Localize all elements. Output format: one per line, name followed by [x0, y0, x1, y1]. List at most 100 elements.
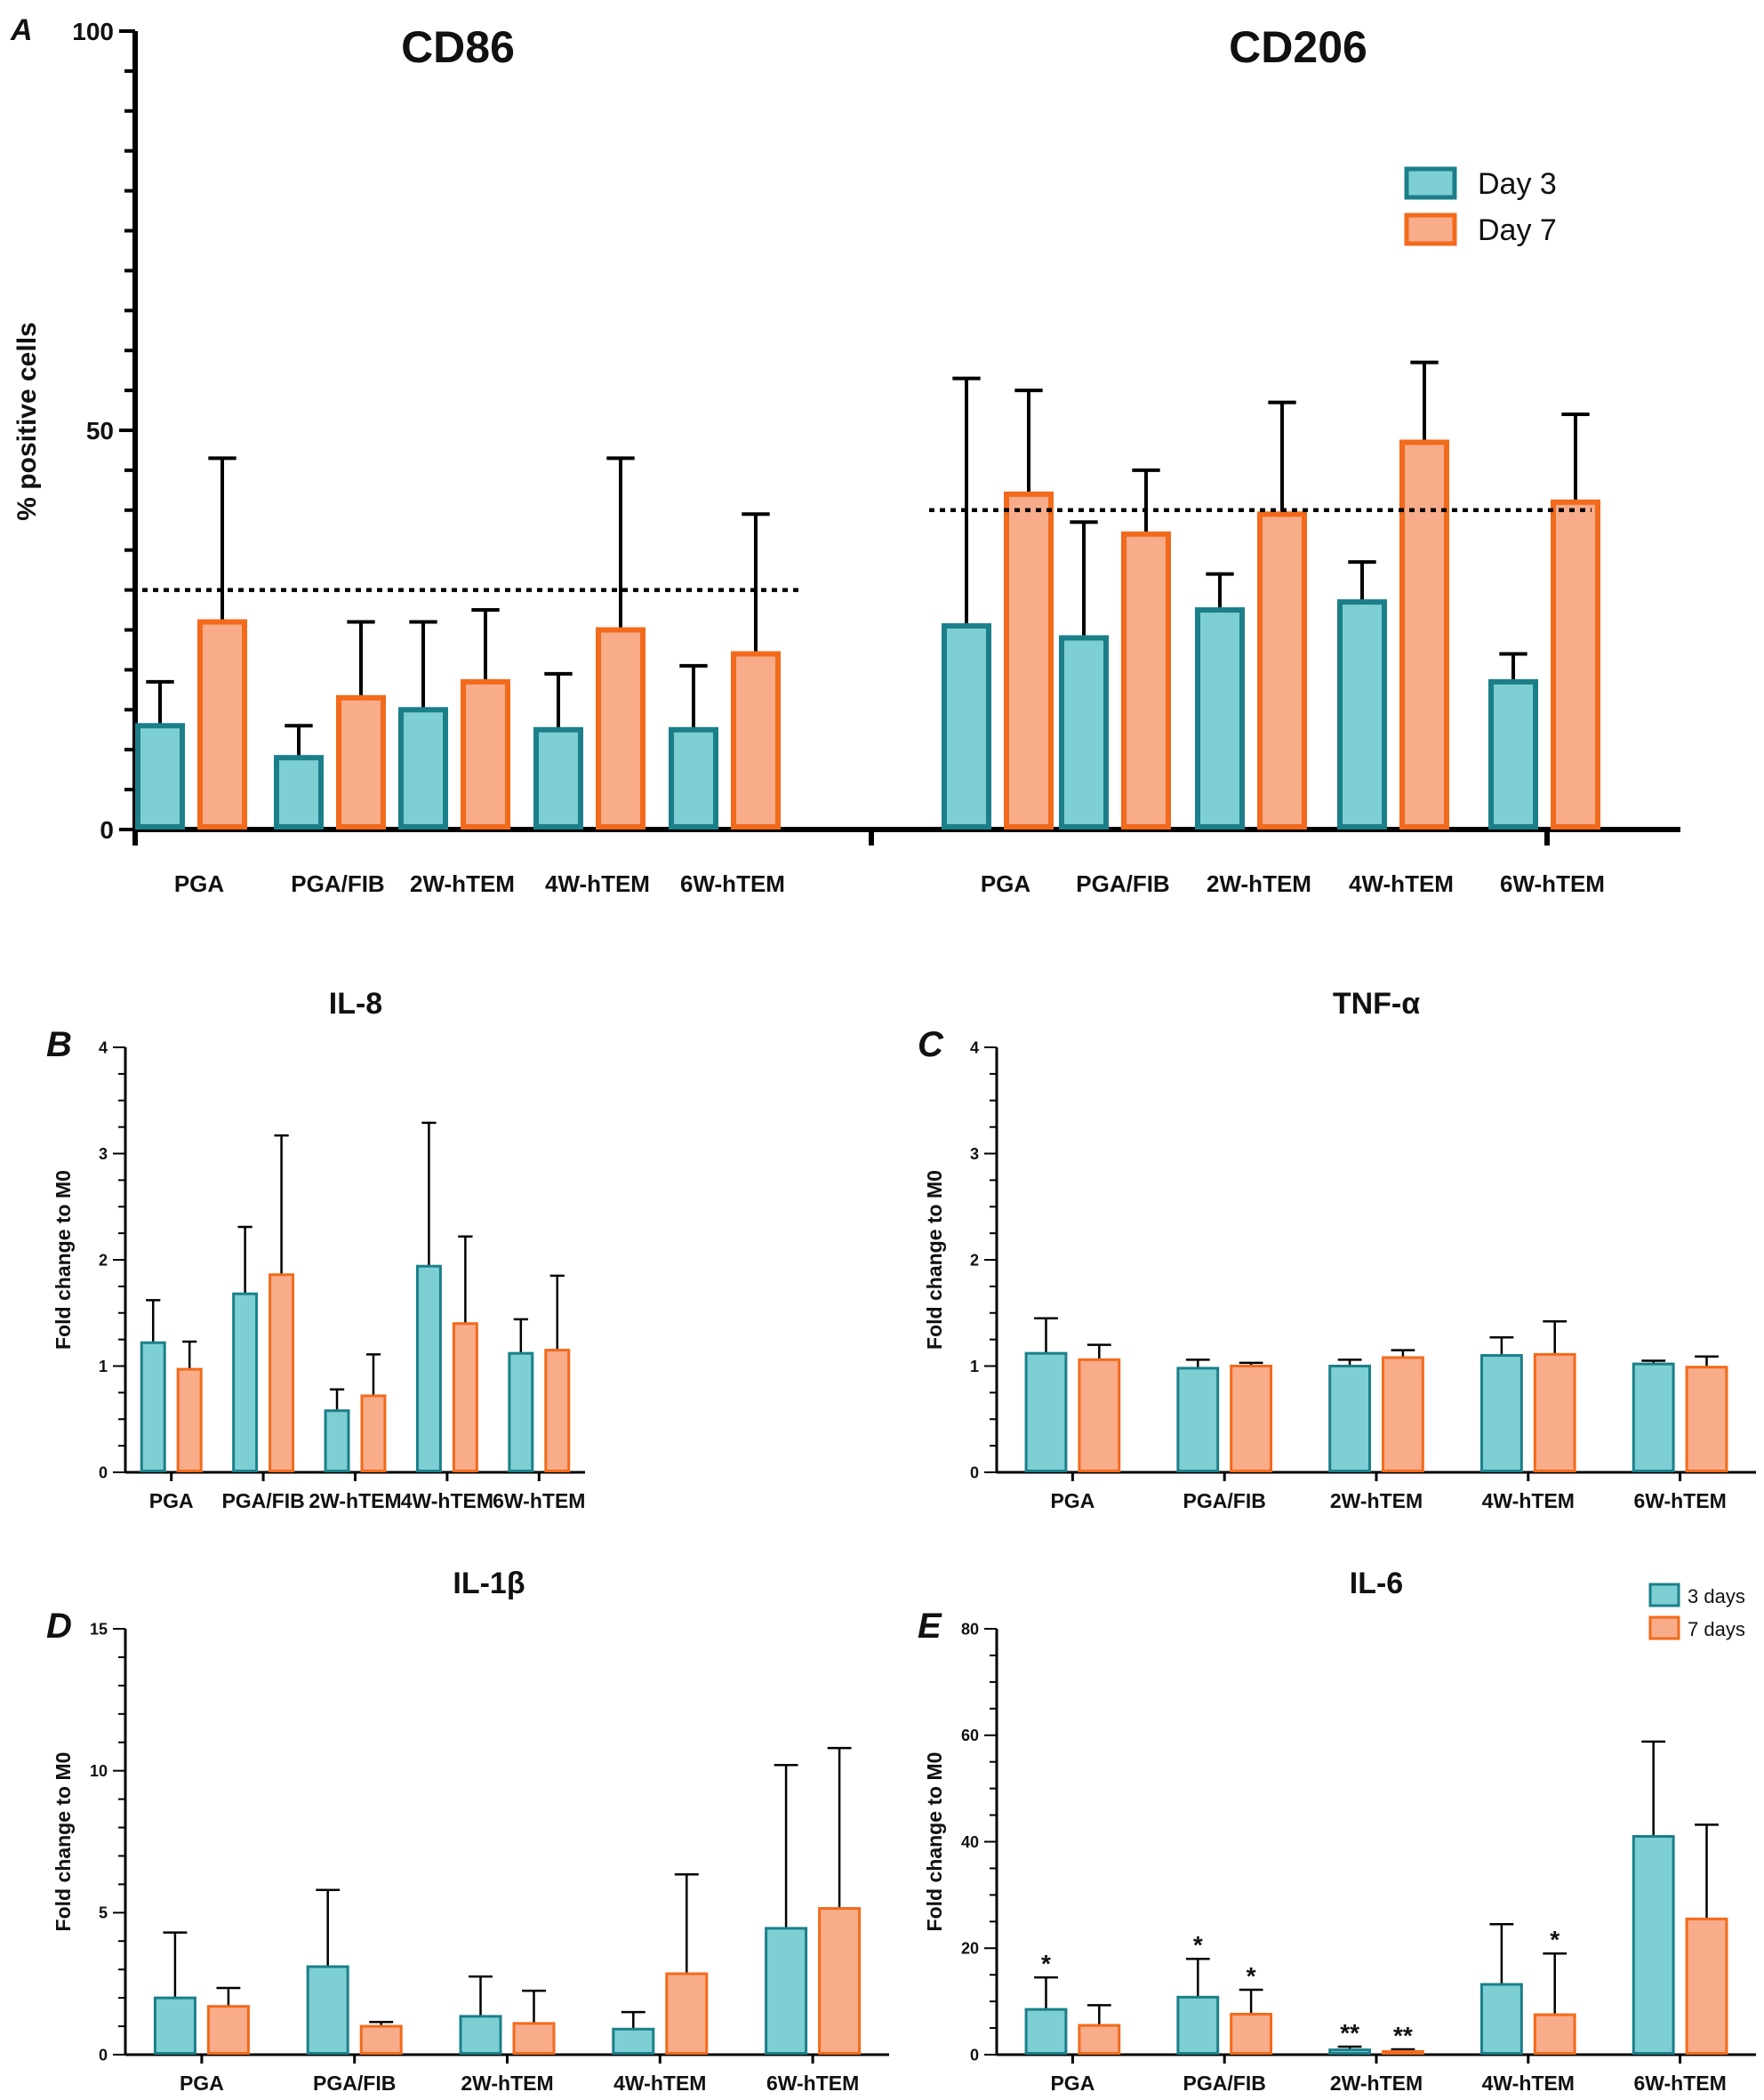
y-tick-label: 0 [970, 2046, 979, 2064]
bar-3-days [459, 2015, 502, 2055]
panel-a: A 0 50 100 % positive cells CD86 PGA PGA/FIB 2W-… [10, 13, 1680, 897]
bar-3-days [1328, 1365, 1372, 1472]
y-tick-label: 0 [99, 1463, 108, 1481]
y-axis-label: % positive cells [12, 322, 42, 520]
x-tick-label: PGA/FIB [1183, 1489, 1266, 1512]
significance-mark: ** [1393, 2022, 1413, 2049]
bar-7-days [512, 2022, 556, 2055]
bar-7-days [818, 1907, 862, 2055]
legend-swatch [1404, 212, 1457, 246]
y-tick-label: 10 [90, 1762, 108, 1780]
bar-day7 [336, 694, 386, 830]
bar-7-days [360, 1394, 387, 1472]
x-tick-label: 4W-hTEM [613, 2072, 706, 2095]
y-tick-label: 0 [99, 2046, 108, 2064]
x-tick-label: 4W-hTEM [545, 870, 650, 897]
significance-mark: * [1550, 1926, 1560, 1953]
bar-7-days [206, 2005, 250, 2056]
y-axis-label: Fold change to M0 [923, 1752, 946, 1932]
panel-c: C TNF-α 0 1 2 3 4 Fold change to M0 PGA PGA/FIB 2W… [918, 987, 1756, 1512]
y-tick-label: 4 [970, 1038, 979, 1056]
bar-day3 [669, 726, 718, 830]
bar-3-days [153, 1996, 196, 2055]
y-axis-label: Fold change to M0 [923, 1170, 946, 1350]
y-tick-label: 20 [961, 1940, 979, 1958]
bar-day3 [135, 723, 185, 830]
bar-7-days [1230, 2012, 1273, 2056]
x-tick-label: 6W-hTEM [1500, 870, 1605, 897]
bar-day3 [1488, 678, 1538, 830]
x-tick-label: 2W-hTEM [1207, 870, 1311, 897]
x-tick-label: PGA/FIB [1183, 2072, 1266, 2095]
y-tick-label: 15 [90, 1620, 108, 1638]
y-tick-label: 3 [99, 1145, 108, 1163]
y-tick-label: 1 [970, 1358, 979, 1375]
panel-b: B IL-8 0 1 2 3 4 Fold change to M0 PGA PGA/FIB 2W-… [46, 987, 585, 1512]
bar-7-days [452, 1322, 478, 1472]
y-tick-label: 2 [970, 1251, 979, 1269]
bar-3-days [1632, 1835, 1675, 2055]
bar-7-days [1078, 2024, 1121, 2056]
bar-day7 [1004, 491, 1054, 830]
group-title: CD206 [1229, 22, 1367, 72]
bar-3-days [1479, 1983, 1523, 2056]
bar-7-days [1533, 1352, 1576, 1472]
x-tick-label: PGA [981, 870, 1031, 897]
bar-7-days [665, 1972, 709, 2055]
x-tick-label: 6W-hTEM [680, 870, 785, 897]
panel-letter: E [918, 1607, 942, 1646]
x-tick-label: PGA/FIB [291, 870, 384, 897]
y-tick-label: 0 [970, 1463, 979, 1481]
legend-label: Day 7 [1478, 213, 1557, 247]
bar-7-days [544, 1349, 571, 1472]
legend-label: 7 days [1688, 1618, 1745, 1640]
group-title: CD86 [401, 22, 515, 72]
y-tick-label: 4 [99, 1038, 108, 1056]
x-tick-label: PGA [174, 870, 225, 897]
x-tick-label: 2W-hTEM [461, 2072, 553, 2095]
bar-3-days [612, 2027, 655, 2056]
panel-title: IL-8 [329, 987, 382, 1021]
bar-3-days [140, 1341, 166, 1472]
bar-3-days [1176, 1995, 1220, 2055]
bar-day7 [1257, 511, 1307, 830]
y-tick-label: 40 [961, 1833, 979, 1851]
x-tick-label: 4W-hTEM [1349, 870, 1454, 897]
y-axis-label: Fold change to M0 [52, 1170, 75, 1350]
bar-3-days [1176, 1367, 1220, 1473]
x-tick-label: 4W-hTEM [401, 1489, 493, 1512]
y-tick-label: 50 [86, 417, 114, 445]
x-tick-label: 6W-hTEM [1633, 1489, 1726, 1512]
bar-7-days [1685, 1366, 1728, 1472]
bar-3-days [415, 1264, 442, 1473]
bar-day7 [596, 627, 645, 830]
bar-day3 [274, 755, 324, 830]
bar-day7 [1399, 439, 1449, 830]
y-tick-label: 60 [961, 1727, 979, 1744]
x-tick-label: 6W-hTEM [766, 2072, 859, 2095]
x-tick-label: PGA [1050, 2072, 1094, 2095]
bar-day3 [942, 623, 991, 830]
x-tick-label: PGA/FIB [221, 1489, 304, 1512]
bar-7-days [1685, 1917, 1728, 2056]
bar-7-days [1230, 1365, 1273, 1472]
x-tick-label: 6W-hTEM [1633, 2072, 1726, 2095]
bar-day3 [1337, 599, 1387, 830]
significance-mark: ** [1340, 2019, 1359, 2047]
bar-7-days [1078, 1358, 1121, 1472]
panel-d: D IL-1β 0 5 10 15 Fold change to M0 PGA PGA/FIB 2… [46, 1567, 889, 2095]
panel-title: IL-6 [1350, 1567, 1403, 1600]
legend-label: 3 days [1688, 1585, 1745, 1607]
bar-day7 [461, 678, 510, 830]
panel-letter: A [10, 13, 33, 47]
bar-3-days [508, 1351, 534, 1473]
y-axis-label: Fold change to M0 [52, 1752, 75, 1932]
legend-label: Day 3 [1478, 167, 1557, 201]
bar-3-days [1632, 1362, 1675, 1472]
bar-3-days [232, 1292, 259, 1472]
panel-title: TNF-α [1333, 987, 1420, 1021]
bar-7-days [359, 2024, 403, 2055]
bar-3-days [324, 1409, 350, 1472]
